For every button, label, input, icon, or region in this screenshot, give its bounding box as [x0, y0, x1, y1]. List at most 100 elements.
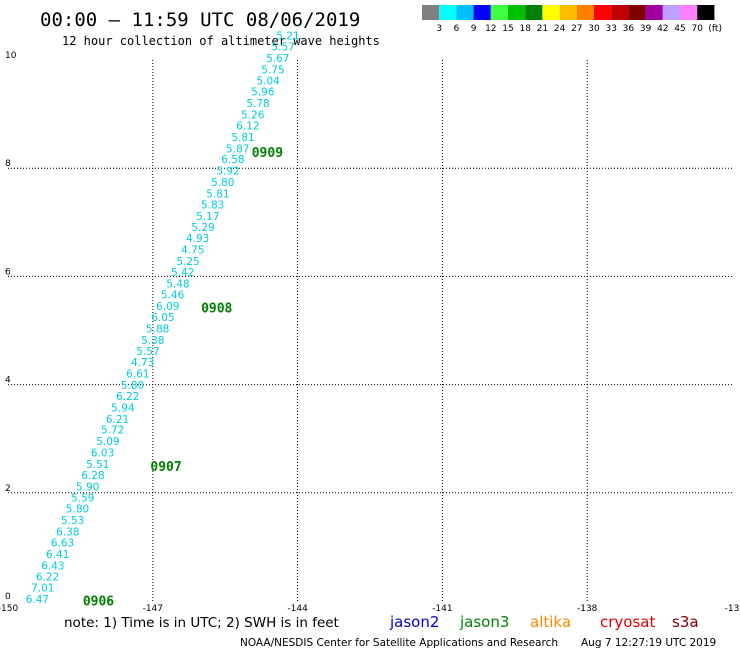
- wave-height-label: 4.73: [131, 357, 154, 369]
- y-tick-label: 8: [5, 159, 11, 169]
- wave-height-label: 5.88: [146, 324, 169, 336]
- x-tick-label: -150: [0, 604, 18, 614]
- legend-label: 70: [691, 24, 703, 34]
- legend-swatch: [525, 5, 543, 20]
- wave-height-label: 5.46: [161, 289, 185, 301]
- wave-height-label: 6.43: [41, 560, 64, 572]
- wave-height-label: 5.04: [256, 76, 280, 88]
- legend-label: 39: [640, 24, 652, 34]
- wave-height-label: 5.72: [101, 425, 124, 437]
- wave-height-label: 5.94: [111, 402, 135, 414]
- wave-height-label: 5.48: [166, 279, 189, 291]
- legend-swatch: [680, 5, 698, 20]
- wave-height-label: 5.80: [66, 504, 89, 516]
- legend-swatch: [422, 5, 440, 20]
- legend-swatch: [559, 5, 577, 20]
- satellite-legend: jason2 jason3 altika cryosat s3a: [389, 613, 699, 631]
- credit-line: NOAA/NESDIS Center for Satellite Applica…: [240, 637, 558, 649]
- legend-label: 36: [623, 24, 635, 34]
- legend-swatch: [662, 5, 680, 20]
- legend-swatch: [456, 5, 474, 20]
- satellite-cryosat: cryosat: [600, 613, 655, 631]
- time-label: 0909: [252, 146, 283, 161]
- wave-height-label: 6.58: [221, 154, 244, 166]
- legend-label: 15: [502, 24, 513, 34]
- units-note: note: 1) Time is in UTC; 2) SWH is in fe…: [64, 615, 339, 631]
- wave-height-label: 5.78: [246, 98, 269, 110]
- legend-label: 3: [436, 24, 442, 34]
- wave-height-label: 6.22: [116, 391, 139, 403]
- wave-height-label: 5.87: [226, 143, 249, 155]
- wave-height-label: 5.92: [216, 166, 239, 178]
- color-legend: 3 6 9 12 15 18 21 24 27 30 33 36 39 42 45 70 (ft): [422, 5, 722, 34]
- wave-height-label: 5.21: [276, 30, 299, 42]
- wave-height-label: 6.21: [106, 414, 129, 426]
- y-tick-label: 6: [5, 267, 11, 277]
- wave-height-label: 5.81: [231, 132, 254, 144]
- legend-swatch: [645, 5, 663, 20]
- legend-label: 21: [537, 24, 548, 34]
- legend-swatch: [594, 5, 612, 20]
- wave-height-label: 5.29: [191, 222, 214, 234]
- wave-height-label: 5.59: [71, 492, 94, 504]
- wave-height-label: 6.41: [46, 549, 69, 561]
- x-tick-label: -147: [143, 604, 163, 614]
- x-tick-label: -141: [432, 604, 452, 614]
- wave-height-label: 6.12: [236, 121, 259, 133]
- wave-height-label: 6.09: [156, 301, 179, 313]
- wave-height-label: 5.96: [251, 87, 275, 99]
- wave-height-label: 7.01: [31, 583, 54, 595]
- legend-swatch: [628, 5, 646, 20]
- wave-height-label: 5.75: [261, 64, 284, 76]
- legend-label: 42: [657, 24, 668, 34]
- legend-label: 27: [571, 24, 582, 34]
- legend-label: 18: [519, 24, 531, 34]
- wave-height-label: 5.51: [86, 459, 109, 471]
- x-tick-label: -138: [577, 604, 598, 614]
- wave-height-label: 5.81: [206, 188, 229, 200]
- legend-label: 33: [605, 24, 616, 34]
- wave-height-label: 5.25: [176, 256, 199, 268]
- wave-height-label: 6.03: [91, 447, 114, 459]
- time-label: 0908: [201, 301, 232, 316]
- wave-height-label: 5.26: [241, 109, 265, 121]
- wave-height-label: 5.67: [266, 53, 289, 65]
- wave-height-points: 6.477.016.226.436.416.636.385.535.805.59…: [26, 30, 300, 606]
- wave-height-label: 6.28: [81, 470, 104, 482]
- wave-height-label: 4.75: [181, 245, 204, 257]
- legend-swatch: [542, 5, 560, 20]
- legend-swatch: [473, 5, 491, 20]
- time-label: 0906: [83, 595, 114, 610]
- x-tick-label: -13: [725, 604, 740, 614]
- wave-height-label: 5.09: [96, 436, 119, 448]
- legend-swatch: [576, 5, 594, 20]
- legend-label: 9: [471, 24, 477, 34]
- wave-height-label: 4.93: [186, 233, 209, 245]
- y-tick-label: 4: [5, 376, 11, 386]
- y-tick-label: 0: [5, 592, 11, 602]
- chart-subtitle: 12 hour collection of altimeter wave hei…: [62, 34, 380, 48]
- legend-swatch: [490, 5, 508, 20]
- wave-height-label: 6.63: [51, 538, 74, 550]
- wave-height-label: 5.42: [171, 267, 194, 279]
- satellite-altika: altika: [530, 613, 571, 631]
- time-labels: 0906 0907 0908 0909: [83, 146, 283, 609]
- satellite-jason2: jason2: [389, 613, 439, 631]
- wave-height-label: 5.57: [271, 42, 294, 54]
- wave-height-label: 5.53: [61, 515, 84, 527]
- satellite-s3a: s3a: [672, 613, 699, 631]
- plot-grid: [8, 60, 732, 601]
- wave-height-label: 6.61: [126, 368, 149, 380]
- time-label: 0907: [150, 460, 181, 475]
- x-tick-label: -144: [287, 604, 308, 614]
- wave-height-label: 5.80: [121, 380, 144, 392]
- wave-height-label: 6.47: [26, 594, 49, 606]
- wave-height-label: 5.90: [76, 481, 99, 493]
- satellite-jason3: jason3: [459, 613, 509, 631]
- legend-label: 6: [454, 24, 460, 34]
- y-tick-label: 10: [5, 51, 17, 61]
- wave-height-label: 5.83: [201, 200, 224, 212]
- chart-title: 00:00 — 11:59 UTC 08/06/2019: [40, 9, 360, 31]
- axis-ticks: -150 -147 -144 -141 -138 -13 0 2 4 6 8 10: [0, 51, 739, 614]
